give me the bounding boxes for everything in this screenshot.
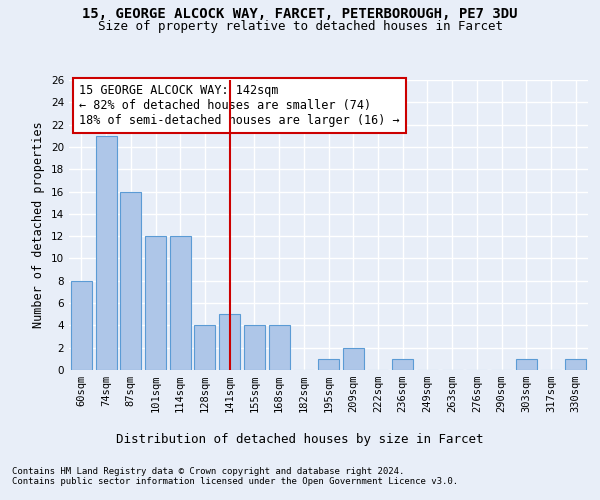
Bar	[170, 236, 191, 370]
Text: 15 GEORGE ALCOCK WAY: 142sqm
← 82% of detached houses are smaller (74)
18% of se: 15 GEORGE ALCOCK WAY: 142sqm ← 82% of de…	[79, 84, 400, 128]
Bar	[71, 281, 92, 370]
Bar	[269, 326, 290, 370]
Text: Contains public sector information licensed under the Open Government Licence v3: Contains public sector information licen…	[12, 478, 458, 486]
Bar	[145, 236, 166, 370]
Bar	[219, 314, 240, 370]
Bar	[318, 359, 339, 370]
Bar	[516, 359, 537, 370]
Text: Distribution of detached houses by size in Farcet: Distribution of detached houses by size …	[116, 432, 484, 446]
Bar	[244, 326, 265, 370]
Text: Size of property relative to detached houses in Farcet: Size of property relative to detached ho…	[97, 20, 503, 33]
Y-axis label: Number of detached properties: Number of detached properties	[32, 122, 46, 328]
Bar	[392, 359, 413, 370]
Bar	[95, 136, 116, 370]
Bar	[120, 192, 141, 370]
Bar	[194, 326, 215, 370]
Bar	[565, 359, 586, 370]
Bar	[343, 348, 364, 370]
Text: 15, GEORGE ALCOCK WAY, FARCET, PETERBOROUGH, PE7 3DU: 15, GEORGE ALCOCK WAY, FARCET, PETERBORO…	[82, 8, 518, 22]
Text: Contains HM Land Registry data © Crown copyright and database right 2024.: Contains HM Land Registry data © Crown c…	[12, 468, 404, 476]
